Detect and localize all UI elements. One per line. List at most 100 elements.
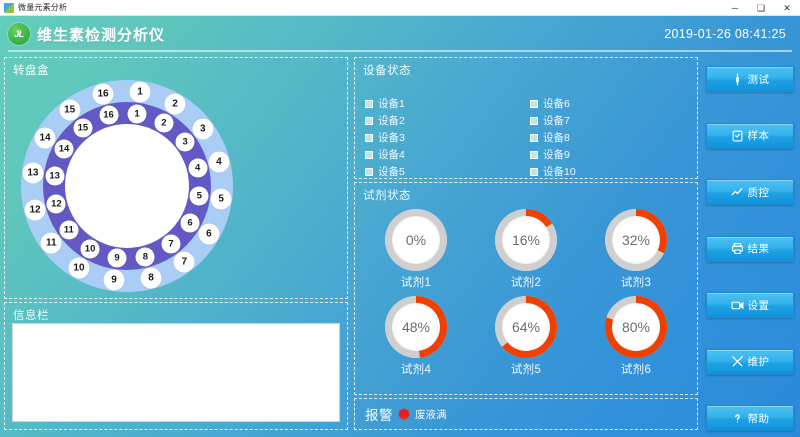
turntable-slot-inner-2[interactable]: 2	[154, 113, 174, 133]
nav-button-label: 测试	[747, 73, 770, 86]
turntable-slot-inner-16[interactable]: 16	[99, 105, 119, 125]
turntable-slot-outer-11[interactable]: 11	[40, 232, 62, 254]
device-status-label: 设备1	[378, 98, 405, 110]
alarm-label: 报警	[365, 408, 393, 423]
device-status-item[interactable]: 设备1	[365, 96, 522, 111]
info-panel: 信息栏	[4, 302, 348, 430]
turntable-slot-outer-9[interactable]: 9	[103, 269, 125, 291]
device-status-label: 设备6	[543, 98, 570, 110]
device-status-item[interactable]: 设备8	[530, 130, 687, 145]
nav-button-printer[interactable]: 结果	[706, 235, 794, 262]
nav-button-tools[interactable]: 维护	[706, 348, 794, 375]
device-status-label: 设备9	[543, 149, 570, 161]
turntable-slot-inner-13[interactable]: 13	[45, 166, 65, 186]
device-status-checkbox-icon[interactable]	[530, 116, 538, 125]
nav-button-gear-video[interactable]: 设置	[706, 292, 794, 318]
close-button[interactable]: ✕	[783, 2, 791, 13]
device-status-item[interactable]: 设备3	[365, 130, 522, 145]
reagent-gauge-label: 试剂6	[620, 364, 652, 376]
turntable-slot-outer-10[interactable]: 10	[68, 257, 90, 279]
turntable-slot-inner-8[interactable]: 8	[135, 247, 155, 267]
device-status-checkbox-icon[interactable]	[530, 133, 538, 142]
turntable-slot-outer-4[interactable]: 4	[208, 151, 230, 173]
reagent-gauge-cell[interactable]: 0% 试剂1	[385, 209, 447, 290]
turntable-slot-outer-5[interactable]: 5	[210, 188, 232, 210]
header-datetime: 2019-01-26 08:41:25	[664, 27, 786, 41]
turntable-slot-inner-11[interactable]: 11	[59, 220, 79, 240]
nav-button-label: 结果	[747, 243, 770, 255]
page-title: 维生素检测分析仪	[37, 26, 166, 44]
turntable-slot-inner-7[interactable]: 7	[161, 234, 181, 254]
nav-button-clipboard-check[interactable]: 样本	[706, 122, 794, 149]
device-status-checkbox-icon[interactable]	[530, 99, 538, 108]
device-status-label: 设备4	[378, 149, 405, 161]
nav-button-question[interactable]: 帮助	[706, 405, 794, 431]
printer-icon	[731, 242, 744, 255]
device-status-item[interactable]: 设备10	[530, 164, 687, 179]
turntable-slot-outer-3[interactable]: 3	[192, 118, 214, 140]
turntable-slot-inner-4[interactable]: 4	[188, 158, 208, 178]
device-status-checkbox-icon[interactable]	[365, 116, 373, 125]
turntable-slot-inner-1[interactable]: 1	[127, 104, 147, 124]
turntable-slot-outer-1[interactable]: 1	[129, 81, 151, 103]
reagent-status-title: 试剂状态	[363, 190, 411, 202]
reagent-gauge-cell[interactable]: 48% 试剂4	[385, 296, 447, 377]
device-status-item[interactable]: 设备2	[365, 113, 522, 128]
turntable-slot-outer-13[interactable]: 13	[22, 162, 44, 184]
reagent-gauge-cell[interactable]: 16% 试剂2	[495, 209, 557, 290]
turntable-slot-outer-6[interactable]: 6	[198, 223, 220, 245]
reagent-gauge-grid: 0% 试剂1 16% 试剂2 32% 试剂3 48% 试剂4 64% 试剂5 80% 试剂6	[361, 209, 691, 377]
reagent-gauge-cell[interactable]: 32% 试剂3	[605, 209, 667, 290]
reagent-gauge-cell[interactable]: 80% 试剂6	[605, 296, 667, 377]
nav-button-label: 设置	[747, 299, 770, 312]
turntable-slot-inner-12[interactable]: 12	[46, 194, 66, 214]
device-status-checkbox-icon[interactable]	[365, 150, 373, 159]
device-status-item[interactable]: 设备7	[530, 113, 687, 128]
turntable-slot-outer-14[interactable]: 14	[34, 127, 56, 149]
device-status-item[interactable]: 设备9	[530, 147, 687, 162]
turntable-widget[interactable]: 1 2 3 4 5 6 7 8 9 10 11 12 13 14 15 16 1 2 3 4 5 6 7 8 9 10 11 12 13…	[13, 76, 241, 296]
gear-video-icon	[731, 299, 744, 312]
turntable-slot-inner-6[interactable]: 6	[180, 213, 200, 233]
pipette-icon	[731, 72, 744, 86]
nav-button-label: 样本	[747, 130, 770, 142]
reagent-gauge-ring: 0%	[385, 209, 447, 271]
device-status-checkbox-icon[interactable]	[365, 133, 373, 142]
device-status-item[interactable]: 设备5	[365, 164, 522, 179]
device-status-checkbox-icon[interactable]	[530, 150, 538, 159]
header-divider	[8, 50, 792, 52]
turntable-slot-inner-5[interactable]: 5	[189, 186, 209, 206]
turntable-slot-outer-15[interactable]: 15	[59, 99, 81, 121]
reagent-gauge-value: 48%	[392, 303, 440, 351]
device-status-checkbox-icon[interactable]	[530, 167, 538, 176]
turntable-slot-inner-15[interactable]: 15	[73, 118, 93, 138]
turntable-core	[65, 124, 189, 248]
app-header: JL 维生素检测分析仪 2019-01-26 08:41:25	[0, 16, 800, 52]
turntable-slot-inner-14[interactable]: 14	[54, 139, 74, 159]
info-log-textarea[interactable]	[12, 323, 340, 422]
device-status-label: 设备8	[543, 132, 570, 144]
device-status-item[interactable]: 设备6	[530, 96, 687, 111]
nav-button-chart-line[interactable]: 质控	[706, 179, 794, 205]
reagent-gauge-cell[interactable]: 64% 试剂5	[495, 296, 557, 377]
device-status-checkbox-icon[interactable]	[365, 167, 373, 176]
maximize-button[interactable]: ❑	[756, 2, 766, 13]
turntable-slot-inner-9[interactable]: 9	[107, 248, 127, 268]
reagent-gauge-ring: 32%	[605, 209, 667, 271]
minimize-button[interactable]: ─	[731, 2, 739, 13]
device-status-label: 设备2	[378, 115, 405, 127]
info-panel-title: 信息栏	[13, 310, 49, 322]
brand-logo: JL	[8, 23, 30, 45]
alarm-panel: 报警 废液满	[354, 398, 698, 430]
turntable-slot-outer-8[interactable]: 8	[140, 267, 162, 289]
turntable-slot-inner-3[interactable]: 3	[175, 132, 195, 152]
turntable-slot-outer-12[interactable]: 12	[24, 199, 46, 221]
device-status-checkbox-icon[interactable]	[365, 99, 373, 108]
turntable-slot-outer-2[interactable]: 2	[164, 93, 186, 115]
turntable-slot-outer-16[interactable]: 16	[92, 83, 114, 105]
nav-button-pipette[interactable]: 测试	[706, 66, 794, 92]
turntable-slot-inner-10[interactable]: 10	[80, 239, 100, 259]
device-status-label: 设备7	[543, 115, 570, 127]
device-status-item[interactable]: 设备4	[365, 147, 522, 162]
turntable-slot-outer-7[interactable]: 7	[173, 251, 195, 273]
